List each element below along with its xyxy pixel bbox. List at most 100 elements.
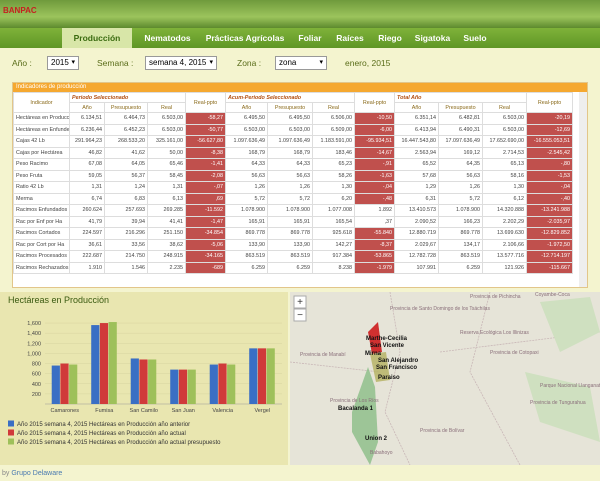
bar	[139, 359, 148, 404]
cell: -1,53	[526, 169, 574, 182]
scrollbar[interactable]	[579, 92, 587, 287]
map-label: Provincia de Pichincha	[470, 294, 521, 300]
cell: 222.687	[69, 250, 105, 263]
nav-tab[interactable]: Suelo	[463, 33, 487, 43]
cell: 2.029,67	[394, 238, 440, 251]
cell: -2.035,97	[526, 215, 574, 228]
nav-tab[interactable]: Sigatoka	[414, 33, 451, 43]
map[interactable]: + − Provincia de Pichincha Coyambe-Coca Pr…	[290, 292, 600, 465]
map-panel[interactable]: + − Provincia de Pichincha Coyambe-Coca Pr…	[290, 292, 600, 465]
cell: 38,62	[146, 238, 187, 251]
x-tick-label: San Camilo	[130, 408, 158, 414]
cell: 165,91	[267, 215, 314, 228]
zoom-out[interactable]	[293, 308, 307, 322]
cell: 917.384	[312, 250, 356, 263]
legend-label: Año 2015 semana 4, 2015 Hectáreas en Pro…	[17, 422, 190, 428]
table-row: Peso Fruta 59,05 56,37 58,45 -2,08 56,63 56,63…	[13, 169, 574, 182]
cell: 17.652.690,00	[482, 135, 528, 148]
nav-tab[interactable]: Riego	[378, 33, 402, 43]
cell: 1.546	[104, 261, 148, 274]
cell: 6.495,50	[267, 112, 314, 125]
nav-tab[interactable]: Nematodos	[144, 33, 191, 43]
cell: -34.165	[185, 250, 227, 263]
cell: 260.624	[69, 204, 105, 217]
header-banner: BANPAC	[0, 0, 600, 28]
row-label: Racimos Cortados	[13, 227, 70, 240]
cell: 6.452,23	[104, 123, 148, 136]
table-title: Indicadores de producción	[13, 83, 587, 92]
cell: -8,37	[354, 238, 396, 251]
cell: 6.503,00	[146, 112, 187, 125]
cell: -10,50	[354, 112, 396, 125]
cell: 2.202,29	[482, 215, 528, 228]
cell: 65,52	[394, 158, 440, 171]
x-tick-label: Fumisa	[95, 408, 114, 414]
map-label: Provincia de Tungurahua	[530, 400, 586, 406]
x-tick-label: Valencia	[212, 408, 234, 414]
cell: 257.693	[104, 204, 148, 217]
cell: 6,13	[146, 192, 187, 205]
cell: 1,29	[394, 181, 440, 194]
header-cell: Presupuesto	[438, 102, 484, 113]
cell: 6,83	[104, 192, 148, 205]
bar	[187, 369, 196, 404]
table-row: Ratio 42 Lb 1,31 1,24 1,31 -,07 1,26 1,26 1,30-…	[13, 181, 574, 194]
header-cell: Año	[69, 102, 105, 113]
cell: 269.285	[146, 204, 187, 217]
zoom-in[interactable]	[293, 295, 307, 309]
cell: 8.238	[312, 261, 356, 274]
cell: 64,33	[267, 158, 314, 171]
cell: 133,90	[267, 238, 314, 251]
nav-tab[interactable]: Raíces	[336, 33, 364, 43]
nav-tab[interactable]: Producción	[62, 28, 132, 48]
footer-company[interactable]: Grupo Delaware	[11, 470, 63, 477]
cell: -20,19	[526, 112, 574, 125]
cell: 46,82	[69, 146, 105, 159]
cell: 1.892	[354, 204, 396, 217]
nav-tab[interactable]: Prácticas Agrícolas	[205, 33, 285, 43]
table-row: Rac por Cort por Ha 36,61 33,56 38,62 -5,06 1…	[13, 238, 574, 251]
row-label: Hectáreas en Enfunde	[13, 123, 70, 136]
cell: 2.235	[146, 261, 187, 274]
cell: -8,38	[185, 146, 227, 159]
cell: -12.829.852	[526, 227, 574, 240]
bar	[130, 358, 139, 404]
cell: 1.078.900	[438, 204, 484, 217]
y-tick-label: 1,400	[27, 331, 41, 337]
zone-select[interactable]: zona	[275, 56, 327, 70]
nav-tab[interactable]: Foliar	[298, 33, 322, 43]
bar	[266, 348, 275, 404]
header-cell: Real	[482, 102, 528, 113]
table-row: Hectáreas en Enfunde 6.236,44 6.452,23 6.50…	[13, 123, 574, 136]
map-label: Parque Nacional Llanganates	[540, 383, 600, 389]
cell: 12.880.719	[394, 227, 440, 240]
y-tick-label: 1,000	[27, 351, 41, 357]
year-select[interactable]: 2015	[47, 56, 79, 70]
cell: 2.563,94	[394, 146, 440, 159]
chart-title: Hectáreas en Producción	[8, 295, 109, 305]
cell: 1,26	[438, 181, 484, 194]
table-row: Hectáreas en Producción6.134,516.464,736…	[13, 112, 574, 125]
cell: -58,27	[185, 112, 227, 125]
cell: 1.097.636,49	[267, 135, 314, 148]
cell: -2,08	[185, 169, 227, 182]
cell: 863.519	[438, 250, 484, 263]
cell: 121.926	[482, 261, 528, 274]
cell: 1.097.636,49	[225, 135, 269, 148]
group-header: Total Año	[394, 92, 528, 103]
cell: 16.447.543,80	[394, 135, 440, 148]
cell: -95.934,51	[354, 135, 396, 148]
cell: 168,79	[225, 146, 269, 159]
year-label: Año :	[12, 58, 32, 68]
cell: -,04	[526, 181, 574, 194]
table-row: Racimos Rechazados 1.910 1.546 2.235 -689 6.2…	[13, 261, 574, 274]
bar	[60, 363, 69, 404]
week-select[interactable]: semana 4, 2015	[145, 56, 217, 70]
cell: 216.296	[104, 227, 148, 240]
cell: -,04	[354, 181, 396, 194]
header-cell: Presupuesto	[104, 102, 148, 113]
bar	[178, 369, 188, 404]
cell: 59,05	[69, 169, 105, 182]
cell: 1.183.591,00	[312, 135, 356, 148]
